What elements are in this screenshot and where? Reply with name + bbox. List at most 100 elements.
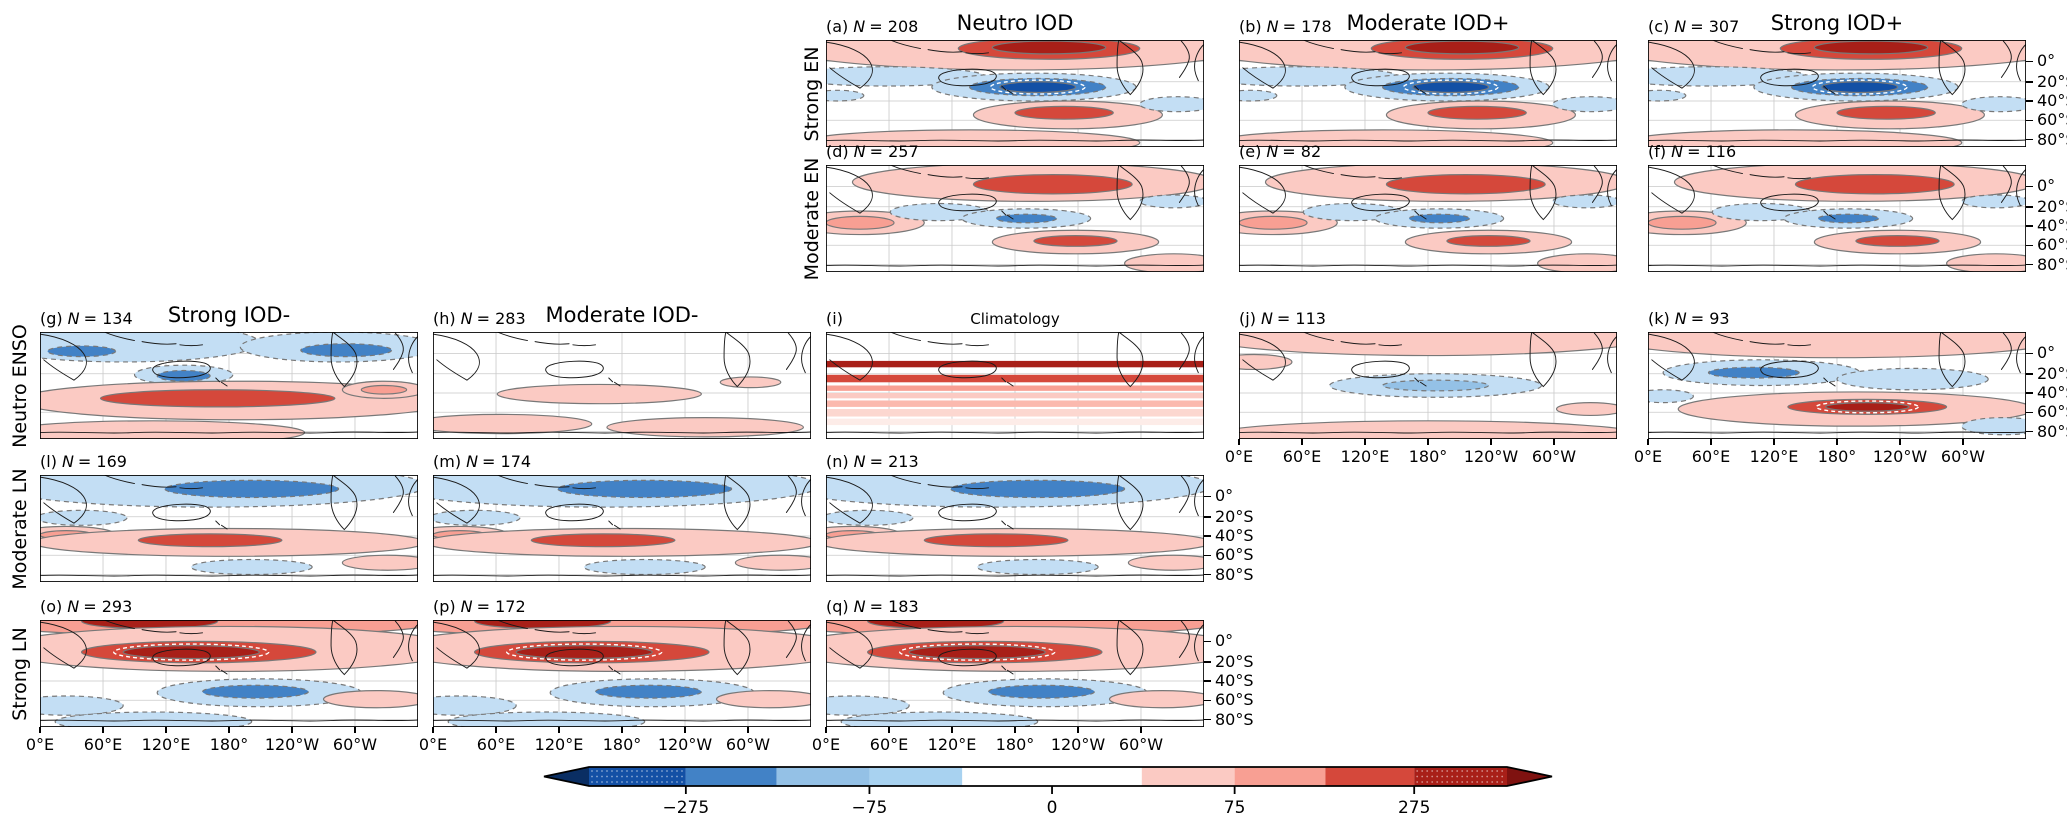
panel-tag: (l) — [40, 452, 57, 471]
panel-n: (n) N = 213 0° 20°S 40°S 60°S 80°S — [826, 452, 1254, 584]
x-tick-label: 60°W — [1531, 447, 1577, 466]
x-tick-label: 120°E — [1749, 447, 1799, 466]
map-k — [1648, 332, 2026, 439]
x-axis-tick — [165, 727, 167, 733]
x-tick-label: 120°E — [141, 735, 191, 754]
colorbar-tick-label: 75 — [1224, 798, 1246, 818]
panel-n-value: = 93 — [1690, 309, 1730, 328]
x-axis-tick — [1710, 439, 1712, 445]
panel-label-d: (d) N = 257 — [826, 142, 919, 161]
panel-label-b: (b) N = 178 — [1239, 17, 1332, 36]
map-i — [826, 332, 1204, 439]
y-tick-label: 0° — [1215, 631, 1234, 651]
panel-title-a: Neutro IOD — [956, 11, 1074, 35]
panel-label-m: (m) N = 174 — [433, 452, 531, 471]
x-axis-tick — [1553, 439, 1555, 445]
panel-title-i: Climatology — [970, 310, 1060, 328]
y-axis-tick — [2026, 373, 2033, 375]
y-axis-tick — [1204, 661, 1211, 663]
y-tick-label: 60°S — [1215, 545, 1254, 565]
colorbar-tick-label: 0 — [1047, 798, 1058, 818]
x-tick-label: 180° — [1817, 447, 1857, 466]
y-tick-label: 60°S — [2037, 402, 2067, 422]
panel-a: (a) N = 208 Neutro IOD — [826, 11, 1204, 147]
x-tick-label: 180° — [209, 735, 249, 754]
panel-b: (b) N = 178 Moderate IOD+ — [1239, 11, 1617, 147]
x-axis-tick — [495, 727, 497, 733]
y-axis-tick — [2026, 100, 2033, 102]
panel-n-symbol: N — [460, 597, 473, 616]
y-axis-tick — [2026, 185, 2033, 188]
map-c — [1648, 40, 2026, 147]
map-m — [433, 475, 811, 582]
y-axis-tick — [2026, 392, 2033, 394]
x-tick-label: 120°W — [1872, 447, 1928, 466]
panel-tag: (b) — [1239, 17, 1262, 36]
panel-n-value: = 257 — [869, 142, 919, 161]
panel-label-c: (c) N = 307 — [1648, 17, 1739, 36]
panel-n-symbol: N — [1671, 142, 1684, 161]
y-axis-tick — [1204, 718, 1211, 721]
panel-n-value: = 178 — [1282, 17, 1332, 36]
x-tick-label: 60°E — [83, 735, 123, 754]
y-tick-label: 40°S — [1215, 671, 1254, 690]
panel-n-symbol: N — [460, 309, 473, 328]
panel-tag: (q) — [826, 597, 849, 616]
row-label-moderate-en: Moderate EN — [801, 157, 823, 280]
x-tick-label: 0°E — [1633, 447, 1663, 466]
x-axis-tick — [621, 727, 623, 733]
map-f — [1648, 165, 2026, 272]
panel-label-q: (q) N = 183 — [826, 597, 919, 616]
y-tick-label: 40°S — [2037, 216, 2067, 235]
y-tick-label: 80°S — [1215, 564, 1254, 584]
x-axis-tick — [432, 727, 434, 733]
panel-n-value: = 213 — [869, 452, 919, 471]
map-l — [40, 475, 418, 582]
panel-label-k: (k) N = 93 — [1648, 309, 1730, 328]
y-tick-label: 60°S — [1215, 690, 1254, 710]
x-axis-tick — [1301, 439, 1303, 445]
panel-n-symbol: N — [466, 452, 479, 471]
panel-n-value: = 169 — [77, 452, 127, 471]
panel-tag: (n) — [826, 452, 849, 471]
panel-n-value: = 208 — [869, 17, 919, 36]
y-axis-tick — [2026, 60, 2033, 63]
panel-f: (f)N= 116 0°20°S40°S60°S80°S — [1648, 142, 2067, 274]
panel-tag: (i) — [826, 309, 843, 328]
x-axis-tick — [684, 727, 686, 733]
x-tick-label: 60°E — [869, 735, 909, 754]
x-axis-tick — [951, 727, 953, 733]
map-d — [826, 165, 1204, 272]
y-tick-label: 60°S — [2037, 235, 2067, 255]
panel-title-g: Strong IOD- — [167, 303, 291, 327]
panel-tag: (p) — [433, 597, 456, 616]
panel-tag: (m) — [433, 452, 462, 471]
panel-tag: (k) — [1648, 309, 1670, 328]
x-tick-label: 180° — [602, 735, 642, 754]
x-axis-tick — [1427, 439, 1429, 445]
panel-j: (j) N = 113 0°E 60°E 120°E 180° 120°W 60°W — [1225, 309, 1617, 466]
panel-k: (k)N= 93 0°E 60°E 120°E 180° 120°W 60°W 0°20°S4… — [1634, 309, 2067, 466]
panel-n-value: = 283 — [476, 309, 526, 328]
x-tick-label: 60°E — [1282, 447, 1322, 466]
x-axis-tick — [1014, 727, 1016, 733]
panel-n-value: = 293 — [83, 597, 133, 616]
panel-n-value: = 113 — [1276, 309, 1326, 328]
panel-label-a: (a) N = 208 — [826, 17, 918, 36]
panel-label-f: (f) N = 116 — [1648, 142, 1736, 161]
panel-label-j: (j) N = 113 — [1239, 309, 1326, 328]
y-axis-tick — [2026, 263, 2033, 266]
y-tick-label: 20°S — [1215, 651, 1254, 671]
y-tick-label: 20°S — [2037, 71, 2067, 91]
panel-n-symbol: N — [1266, 17, 1279, 36]
y-axis-tick — [2026, 206, 2033, 208]
x-axis-tick — [1140, 727, 1142, 733]
colorbar-tick-label: 275 — [1398, 798, 1430, 818]
x-axis-tick — [1077, 727, 1079, 733]
y-axis-tick — [1204, 640, 1211, 643]
map-h — [433, 332, 811, 439]
y-axis-tick — [2026, 119, 2033, 121]
panel-title-b: Moderate IOD+ — [1346, 11, 1510, 35]
x-axis-tick — [1364, 439, 1366, 445]
panel-n-value: = 172 — [476, 597, 526, 616]
